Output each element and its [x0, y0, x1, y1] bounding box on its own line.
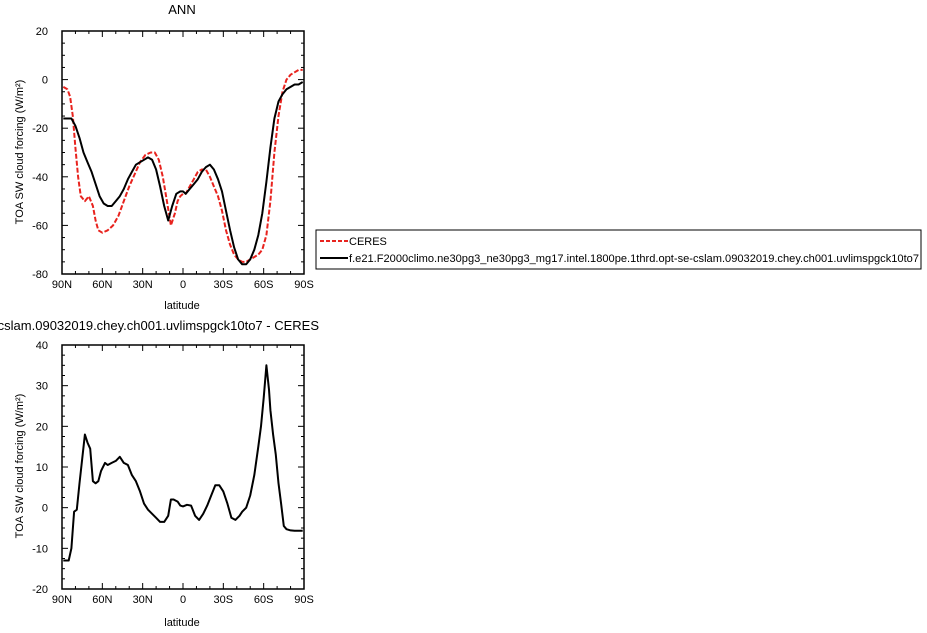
x-tick-label: 30N — [133, 279, 153, 291]
series-line-model — [63, 81, 304, 266]
top-panel-frame — [61, 30, 305, 275]
x-tick-label: 0 — [180, 594, 186, 606]
top-panel-y-axis-label: TOA SW cloud forcing (W/m²) — [14, 80, 26, 225]
top-panel-ticks: -80 -60 -40 -20 0 20 90N 60N 30N 0 30S 60S 90S — [32, 26, 314, 291]
bottom-panel-ticks: -20 -10 0 10 20 30 40 90N 60N 30N 0 30S 60S 90S — [32, 340, 314, 606]
y-tick-label: 0 — [42, 75, 48, 87]
bottom-panel-title: f.e21.F2000climo.ne30pg3_ne30pg3_mg17.in… — [0, 318, 319, 333]
x-tick-label: 60S — [254, 279, 274, 291]
x-tick-label: 90N — [52, 279, 72, 291]
x-tick-label: 60S — [254, 594, 274, 606]
legend-label-ceres: CERES — [349, 236, 387, 248]
x-tick-label: 30S — [214, 279, 234, 291]
x-tick-label: 0 — [180, 279, 186, 291]
y-tick-label: -20 — [32, 584, 48, 596]
y-tick-label: -60 — [32, 220, 48, 232]
bottom-panel: f.e21.F2000climo.ne30pg3_ne30pg3_mg17.in… — [0, 318, 319, 629]
y-tick-label: -40 — [32, 172, 48, 184]
series-line-difference — [63, 364, 303, 562]
top-panel-x-axis-label: latitude — [164, 300, 199, 312]
y-tick-label: 10 — [36, 462, 48, 474]
legend: CERES f.e21.F2000climo.ne30pg3_ne30pg3_m… — [315, 229, 922, 270]
x-tick-label: 30S — [214, 594, 234, 606]
x-tick-label: 90N — [52, 594, 72, 606]
top-panel-plot-area — [62, 68, 304, 266]
x-tick-label: 30N — [133, 594, 153, 606]
bottom-panel-plot-area — [63, 364, 303, 562]
bottom-panel-x-axis-label: latitude — [164, 617, 199, 629]
x-tick-label: 60N — [92, 594, 112, 606]
legend-box — [315, 229, 922, 270]
y-tick-label: 20 — [36, 26, 48, 38]
y-tick-label: 40 — [36, 340, 48, 352]
y-tick-label: -80 — [32, 269, 48, 281]
top-panel-title: ANN — [168, 2, 195, 17]
x-tick-label: 90S — [294, 594, 314, 606]
y-tick-label: 20 — [36, 421, 48, 433]
y-tick-label: 30 — [36, 381, 48, 393]
top-panel: ANN -80 -60 -40 -20 0 20 90N 60N 30N 0 30S 60S 90S l… — [14, 2, 314, 312]
y-tick-label: -20 — [32, 123, 48, 135]
bottom-panel-y-axis-label: TOA SW cloud forcing (W/m²) — [14, 394, 26, 539]
x-tick-label: 90S — [294, 279, 314, 291]
y-tick-label: -10 — [32, 543, 48, 555]
x-tick-label: 60N — [92, 279, 112, 291]
series-line-ceres — [62, 68, 303, 263]
legend-label-model: f.e21.F2000climo.ne30pg3_ne30pg3_mg17.in… — [349, 253, 919, 265]
y-tick-label: 0 — [42, 503, 48, 515]
